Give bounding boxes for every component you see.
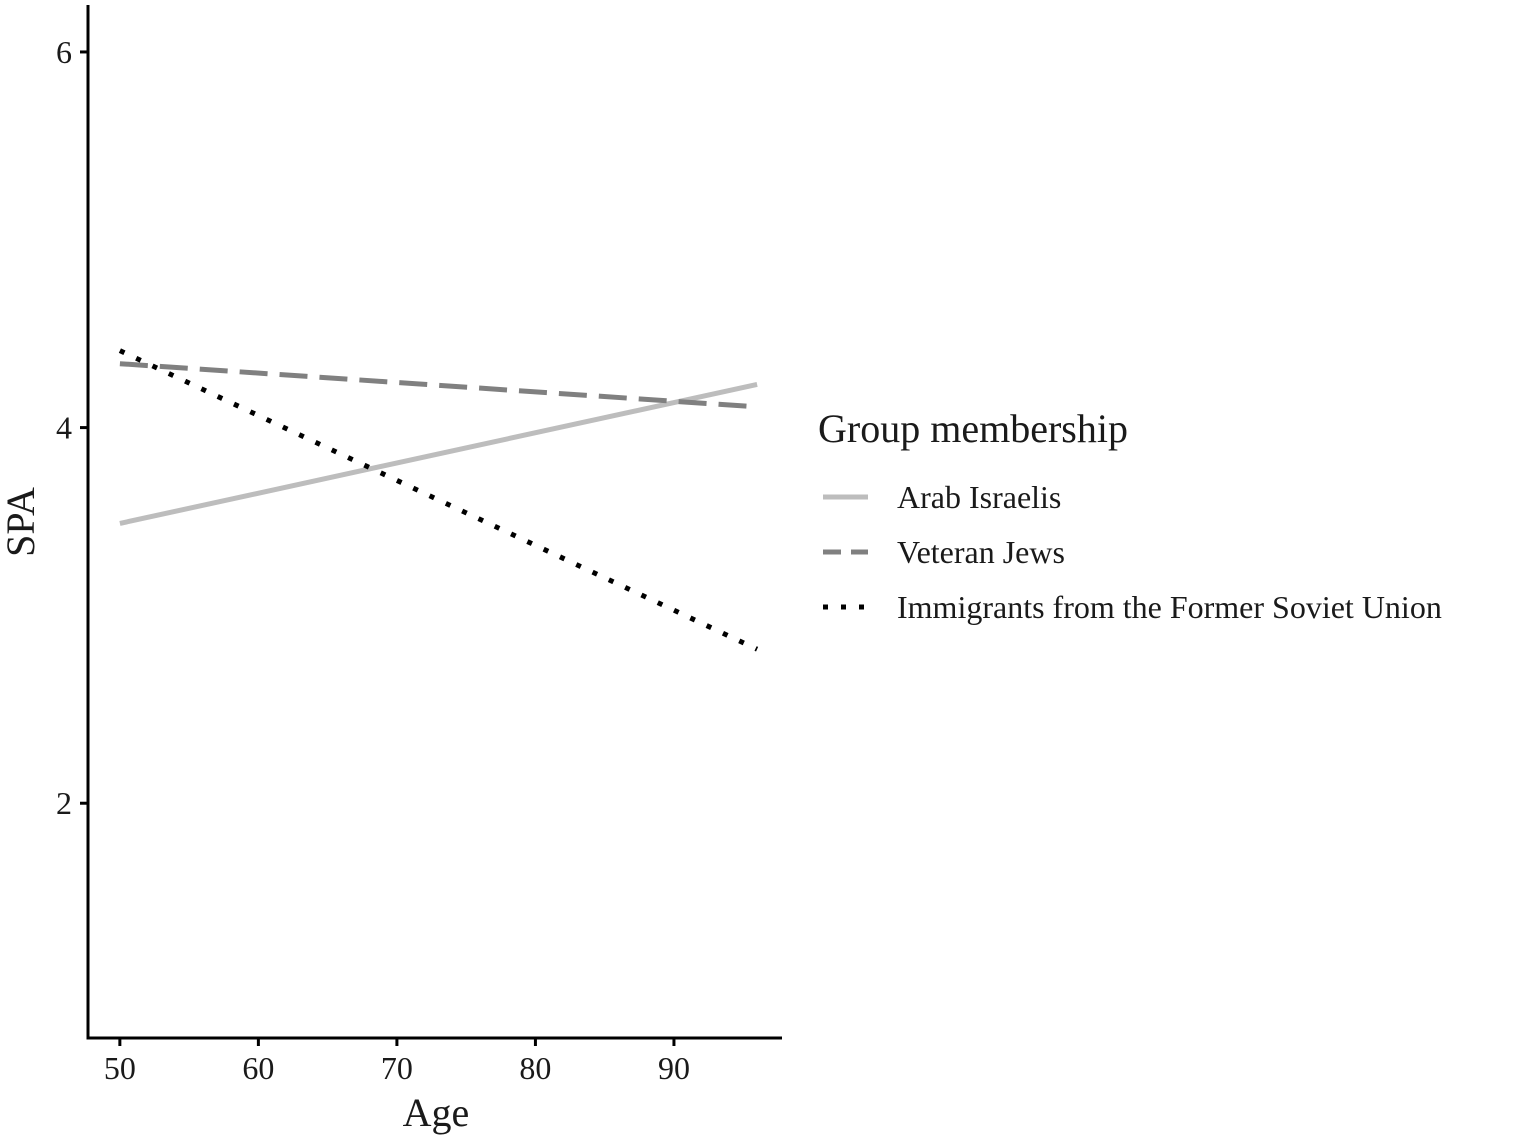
- legend-title: Group membership: [818, 406, 1128, 451]
- legend: Group membership Arab Israelis Veteran Je…: [818, 406, 1442, 625]
- series-line: [118, 348, 759, 652]
- x-axis-ticks: 50 60 70 80 90: [104, 1038, 690, 1086]
- series-line: [119, 381, 758, 526]
- x-tick-label: 50: [104, 1050, 136, 1086]
- y-tick-label: 4: [56, 410, 72, 446]
- x-axis-title: Age: [403, 1090, 470, 1135]
- legend-items: Arab Israelis Veteran Jews Immigrants from…: [823, 479, 1442, 625]
- x-tick-label: 70: [381, 1050, 413, 1086]
- legend-label: Immigrants from the Former Soviet Union: [897, 589, 1442, 625]
- x-tick-label: 60: [242, 1050, 274, 1086]
- legend-label: Veteran Jews: [897, 534, 1065, 570]
- y-tick-label: 6: [56, 34, 72, 70]
- legend-label: Arab Israelis: [897, 479, 1061, 515]
- legend-item: Veteran Jews: [823, 534, 1065, 570]
- x-tick-label: 90: [658, 1050, 690, 1086]
- plot-area: 2 4 6 50 60 70 80 90: [56, 5, 782, 1086]
- legend-item: Arab Israelis: [823, 479, 1061, 515]
- series-line: [119, 361, 758, 410]
- legend-item: Immigrants from the Former Soviet Union: [823, 589, 1442, 625]
- y-axis-ticks: 2 4 6: [56, 34, 88, 821]
- series-lines: [118, 348, 759, 652]
- y-tick-label: 2: [56, 785, 72, 821]
- y-axis-title: SPA: [0, 487, 43, 557]
- x-tick-label: 80: [519, 1050, 551, 1086]
